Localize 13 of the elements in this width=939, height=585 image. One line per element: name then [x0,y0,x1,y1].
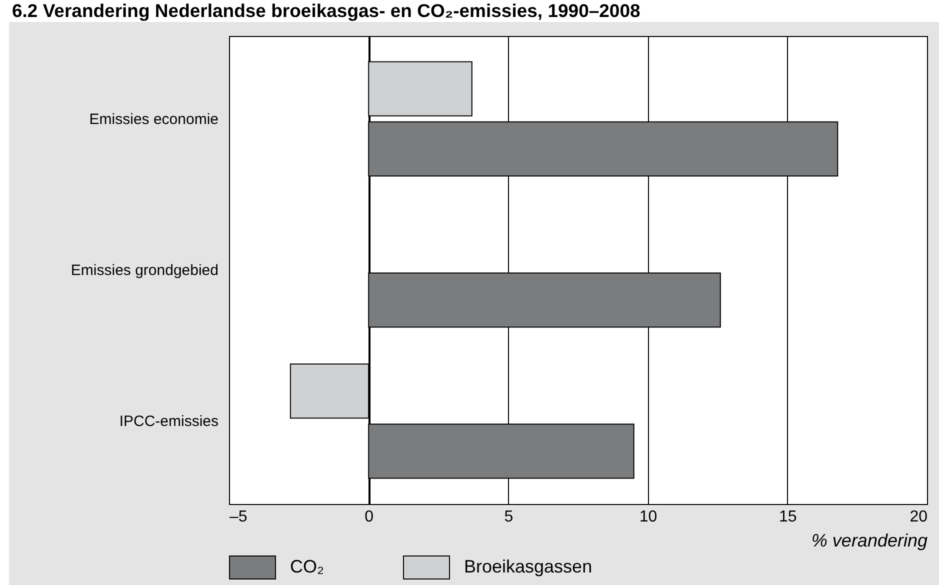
y-tick-label: Emissies grondgebied [70,262,218,279]
y-tick-label: IPCC-emissies [119,413,218,430]
y-tick-label: Emissies economie [89,110,218,128]
x-tick-label: 10 [639,508,658,526]
x-tick-label: 0 [364,508,374,526]
legend-label: CO₂ [290,556,324,576]
x-tick-label: 15 [779,508,797,526]
legend-label: Broeikasgassen [464,556,592,576]
x-tick-label: 5 [504,508,514,526]
x-axis-title: % verandering [811,530,928,550]
x-tick-label: 20 [910,508,928,526]
chart-title: 6.2 Verandering Nederlandse broeikasgas- en CO₂-emissies, 1990–2008 [11,0,642,22]
x-tick-label: –5 [230,508,248,526]
